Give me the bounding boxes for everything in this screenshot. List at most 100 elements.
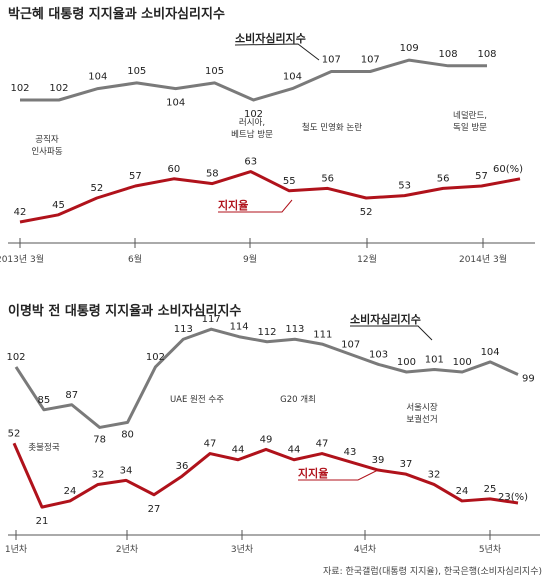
- chart2-csi-data-label: 78: [93, 434, 106, 445]
- chart1-tick-label: 6월: [128, 253, 142, 265]
- chart2-csi-data-label: 85: [38, 395, 51, 406]
- chart2-csi-data-label: 100: [397, 357, 416, 368]
- chart1-tick-label: 2014년 3월: [459, 253, 507, 265]
- chart1-csi-data-label: 104: [283, 72, 302, 83]
- chart2-csi-data-label: 117: [202, 314, 221, 325]
- chart1-approval-data-label: 56: [437, 173, 450, 184]
- chart2-tick-label: 3년차: [231, 543, 254, 555]
- chart1-approval-data-label: 42: [14, 207, 27, 218]
- source-note: 자료: 한국갤럽(대통령 지지율), 한국은행(소비자심리지수): [323, 565, 542, 577]
- chart2-approval-data-label: 23(%): [498, 492, 528, 503]
- chart1-csi-series-name: 소비자심리지수: [235, 31, 306, 45]
- chart1-csi-data-label: 105: [127, 66, 146, 77]
- chart2-csi-data-label: 104: [481, 347, 500, 358]
- chart1-approval-data-label: 63: [244, 157, 257, 168]
- chart1-approval-data-label: 58: [206, 169, 219, 180]
- chart2-csi-data-label: 101: [425, 354, 444, 365]
- chart1-csi-data-label: 105: [205, 66, 224, 77]
- chart1-annotation: 독일 방문: [453, 122, 487, 133]
- chart1-annotation: 네덜란드,: [453, 110, 487, 121]
- chart2-annotation: 촛불정국: [28, 442, 59, 453]
- chart2-title: 이명박 전 대통령 지지율과 소비자심리지수: [8, 303, 241, 319]
- chart1-csi-data-label: 102: [244, 109, 263, 120]
- chart1-approval-data-label: 55: [283, 176, 296, 187]
- chart1-csi-data-label: 104: [166, 98, 185, 109]
- chart2-csi-line: [14, 327, 519, 429]
- chart1-approval-data-label: 45: [52, 200, 65, 211]
- chart2-csi-data-label: 80: [121, 429, 134, 440]
- chart2-annotation: 서울시장: [406, 402, 437, 413]
- chart1-annotation: 러시아,: [239, 117, 265, 128]
- chart1-tick-label: 9월: [243, 253, 257, 265]
- chart1-approval-data-label: 56: [321, 173, 334, 184]
- chart2-approval-data-label: 24: [64, 486, 77, 497]
- chart1-tick-label: 2013년 3월: [0, 253, 44, 265]
- chart1-csi-data-label: 107: [361, 55, 380, 66]
- chart2-approval-data-label: 21: [36, 516, 49, 527]
- chart2-annotation: 보궐선거: [406, 415, 437, 425]
- chart1-approval-data-label: 52: [91, 183, 104, 194]
- chart2-csi-data-label: 87: [65, 390, 78, 401]
- chart2-approval-data-label: 49: [260, 434, 273, 445]
- chart2-csi-data-label: 111: [313, 329, 332, 340]
- chart2-approval-data-label: 47: [204, 439, 217, 450]
- chart2-approval-data-label: 24: [456, 486, 469, 497]
- chart1-csi-data-label: 108: [477, 49, 496, 60]
- chart2-approval-data-label: 34: [120, 465, 133, 476]
- chart2-approval-series-name: 지지율: [298, 466, 328, 480]
- chart2-approval-data-label: 44: [288, 445, 301, 456]
- chart1-approval-callout-line: [218, 199, 293, 213]
- chart1-annotation: 공직자: [35, 134, 59, 145]
- chart1-csi-line: [20, 58, 487, 102]
- chart2-csi-data-label: 103: [369, 349, 388, 360]
- chart2-tick-label: 4년차: [354, 543, 377, 555]
- chart1-csi-data-label: 104: [88, 72, 107, 83]
- chart2-approval-data-label: 52: [8, 428, 21, 439]
- chart1-approval-data-label: 57: [475, 171, 488, 182]
- chart1-approval-data-label: 60: [167, 164, 180, 175]
- chart2-approval-data-label: 47: [316, 439, 329, 450]
- chart2-tick-label: 1년차: [5, 543, 28, 555]
- chart2-approval-data-label: 32: [428, 469, 441, 480]
- chart2-approval-data-label: 27: [148, 504, 161, 515]
- chart2-approval-callout-line: [298, 469, 379, 481]
- chart2-csi-data-label: 99: [522, 374, 535, 385]
- chart1-csi-callout-line: [234, 43, 320, 61]
- chart2-csi-data-label: 113: [285, 324, 304, 335]
- chart2-csi-data-label: 112: [257, 327, 276, 338]
- chart2-tick-label: 5년차: [479, 543, 502, 555]
- chart1-csi-data-label: 102: [49, 83, 68, 94]
- chart2-approval-data-label: 39: [372, 455, 385, 466]
- chart1-approval-series-name: 지지율: [218, 198, 248, 212]
- chart2-approval-data-label: 37: [400, 459, 413, 470]
- chart2-annotation: UAE 원전 수주: [170, 394, 224, 405]
- chart1-csi-data-label: 109: [400, 43, 419, 54]
- chart2-csi-data-label: 102: [146, 352, 165, 363]
- chart2-approval-data-label: 43: [344, 447, 357, 458]
- chart1-title: 박근혜 대통령 지지율과 소비자심리지수: [8, 6, 225, 22]
- chart1-approval-data-label: 60(%): [493, 164, 523, 175]
- chart1-approval-data-label: 52: [360, 207, 373, 218]
- chart1-annotation: 철도 민영화 논란: [302, 122, 362, 133]
- chart2-approval-data-label: 44: [232, 445, 245, 456]
- chart2-csi-data-label: 102: [6, 352, 25, 363]
- chart1-approval-data-label: 53: [398, 181, 411, 192]
- chart1-annotation: 베트남 방문: [231, 129, 273, 140]
- chart2-csi-data-label: 114: [230, 322, 249, 333]
- chart2-csi-data-label: 107: [341, 339, 360, 350]
- chart2-csi-series-name: 소비자심리지수: [350, 312, 421, 326]
- chart2-approval-data-label: 25: [484, 484, 497, 495]
- chart2-csi-data-label: 113: [174, 324, 193, 335]
- chart1-csi-data-label: 102: [10, 83, 29, 94]
- chart1-approval-data-label: 57: [129, 171, 142, 182]
- chart2-csi-callout-line: [350, 325, 433, 341]
- chart2-tick-label: 2년차: [116, 543, 139, 555]
- chart1-approval-line: [19, 170, 521, 224]
- chart2-approval-data-label: 36: [176, 461, 189, 472]
- chart2-annotation: G20 개최: [280, 394, 316, 405]
- chart2-csi-data-label: 100: [453, 357, 472, 368]
- chart2-approval-data-label: 32: [92, 469, 105, 480]
- chart1-csi-data-label: 107: [322, 55, 341, 66]
- chart1-tick-label: 12월: [357, 253, 377, 265]
